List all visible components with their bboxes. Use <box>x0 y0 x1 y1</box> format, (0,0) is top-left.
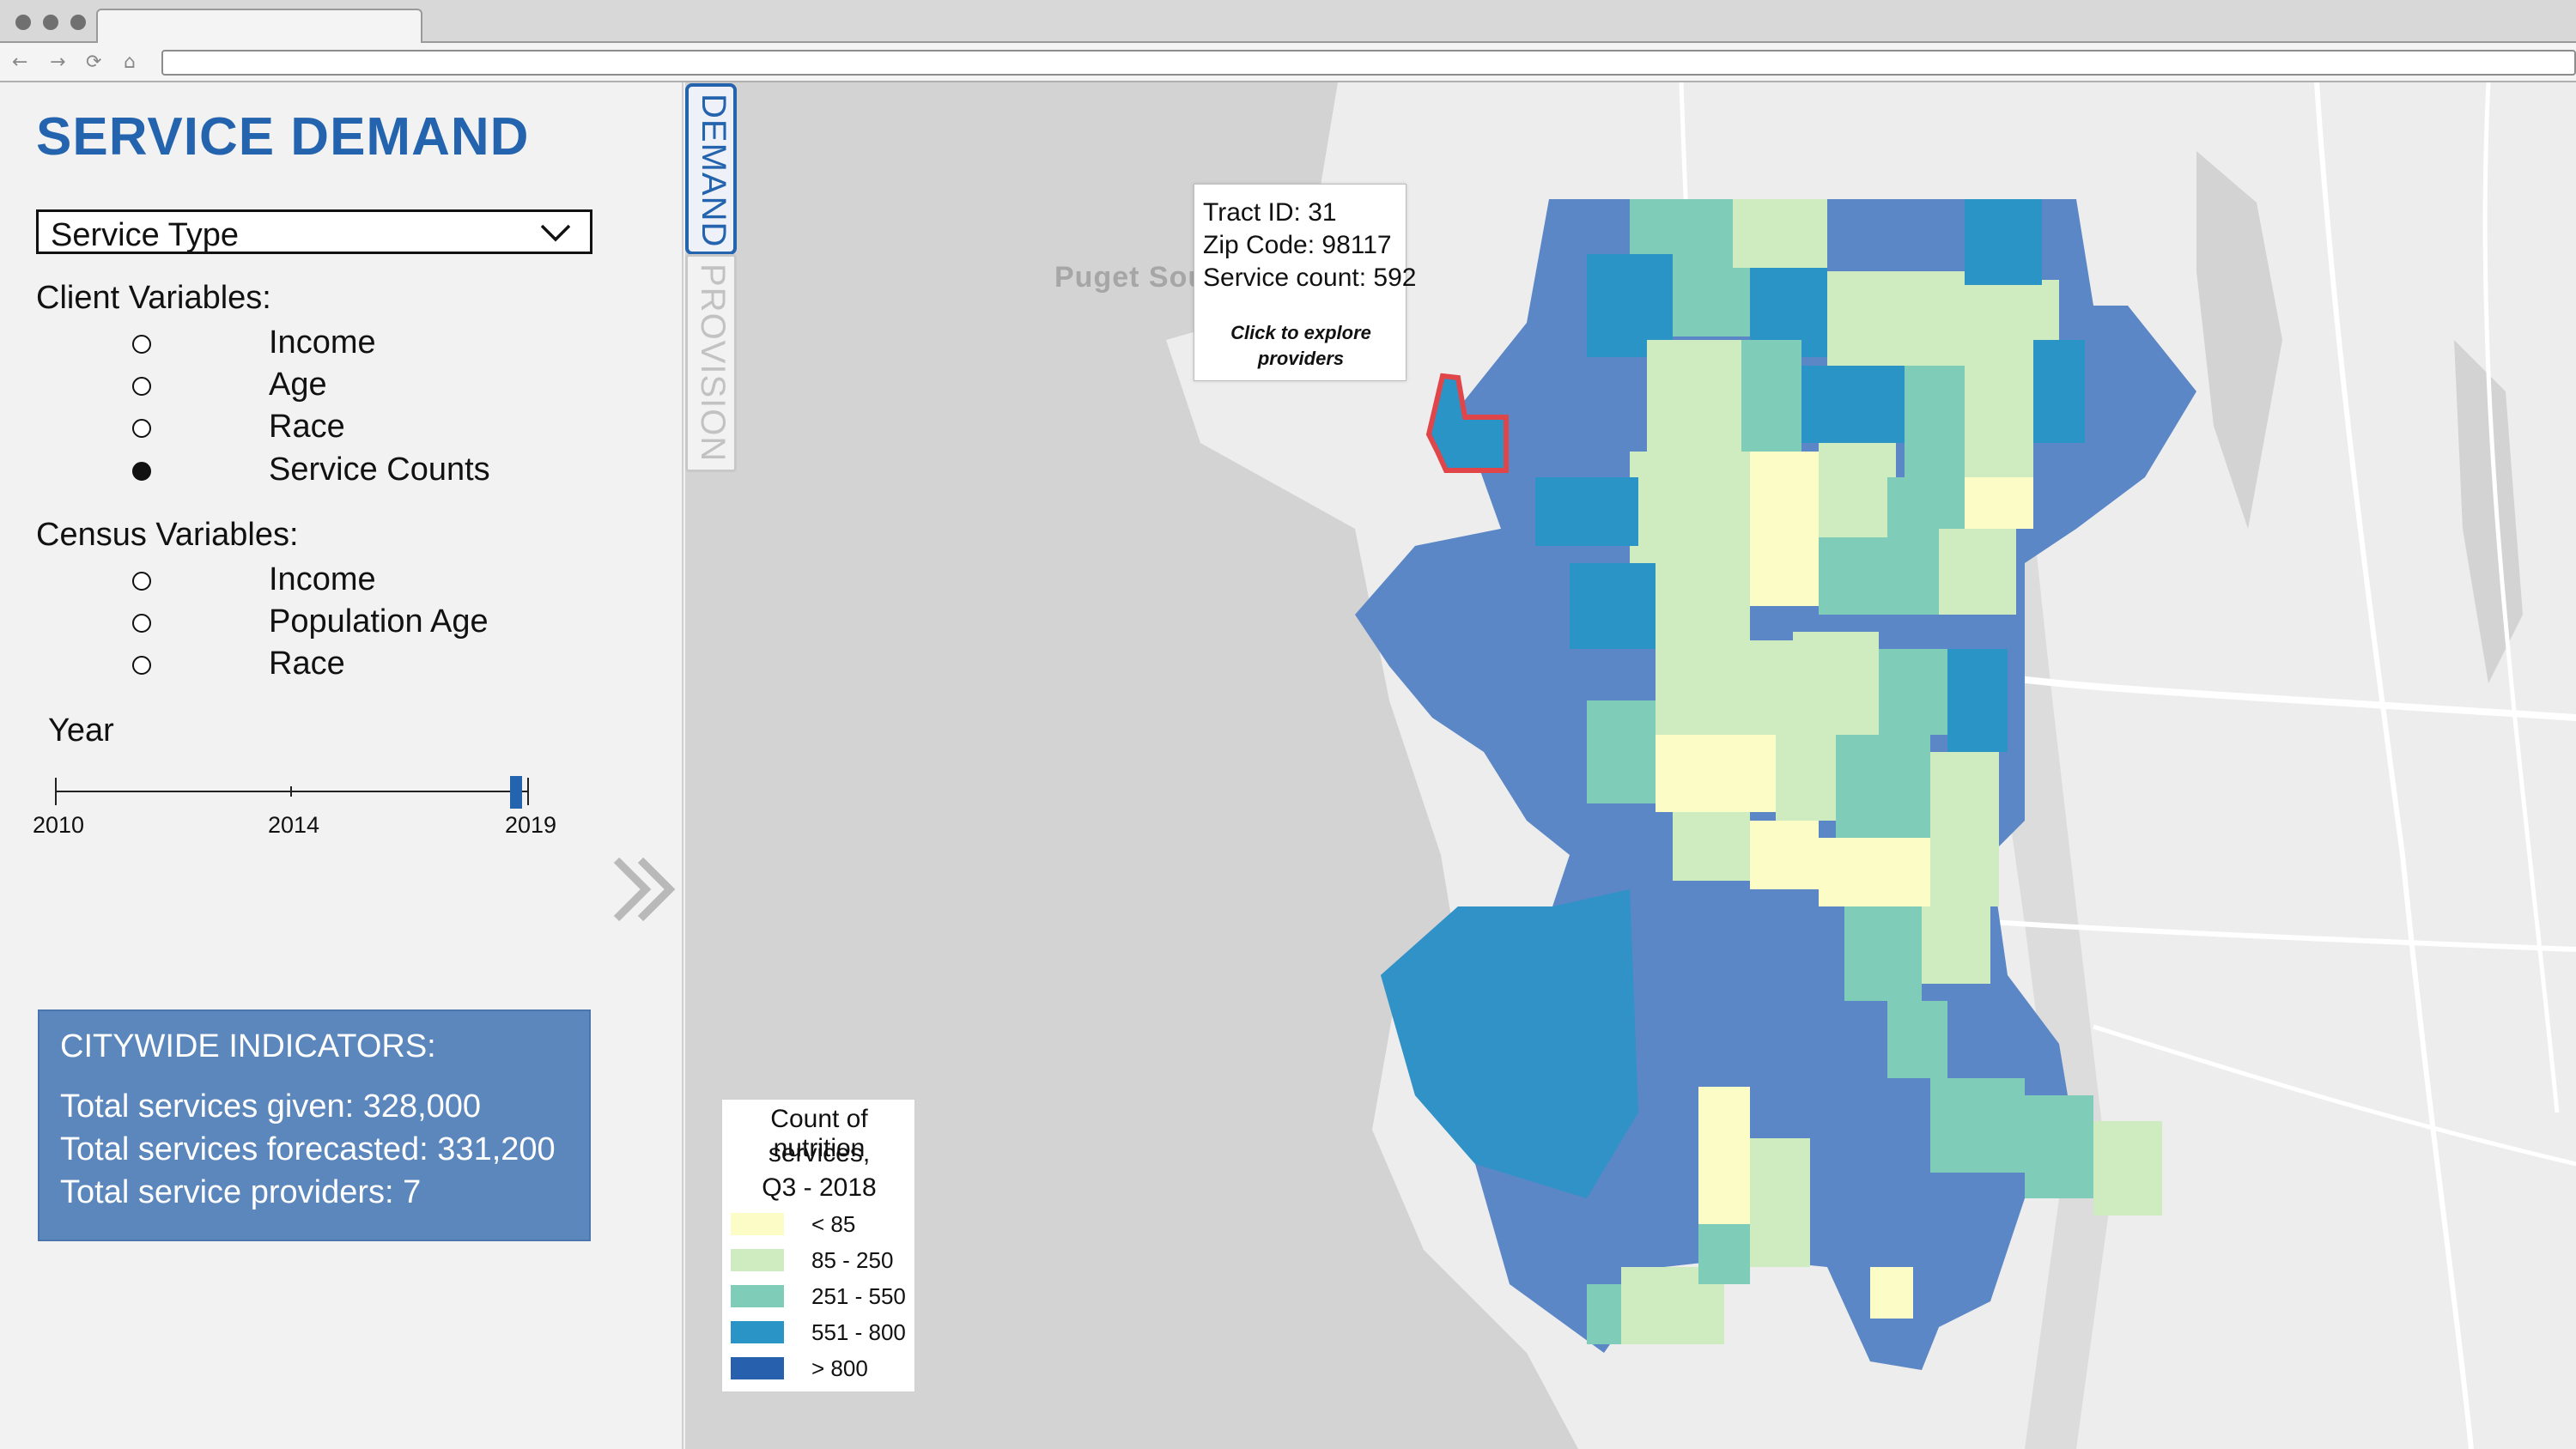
legend-title-line: services, <box>768 1139 871 1167</box>
census-variables-label: Census Variables: <box>36 517 299 553</box>
radio-label: Race <box>269 409 345 445</box>
page-title: SERVICE DEMAND <box>36 107 530 167</box>
slider-track <box>55 791 529 792</box>
radio-label: Age <box>269 367 327 403</box>
indicator-forecasted: Total services forecasted: 331,200 <box>60 1131 556 1167</box>
radio-census-income[interactable]: Income <box>0 561 601 603</box>
road <box>2482 82 2560 1113</box>
tooltip-service-count: Service count: 592 <box>1203 264 1417 292</box>
double-chevron-right-icon[interactable] <box>611 855 680 924</box>
browser-titlebar <box>0 0 2576 43</box>
tick-label-2014: 2014 <box>268 812 320 838</box>
service-type-selected: Service Type <box>51 217 239 253</box>
road <box>2093 1024 2576 1167</box>
radio-client-race[interactable]: Race <box>0 409 601 450</box>
radio-client-age[interactable]: Age <box>0 367 601 408</box>
tooltip-zip-code: Zip Code: 98117 <box>1203 231 1392 259</box>
radio-label: Income <box>269 561 376 597</box>
choropleth-map[interactable]: Puget Sou Tract ID: 31 Zip Code: 98117 S… <box>685 82 2576 1449</box>
year-label: Year <box>48 712 114 749</box>
window-minimize-dot[interactable] <box>43 15 58 30</box>
tab-demand[interactable]: DEMAND <box>685 83 737 255</box>
map-canvas[interactable] <box>685 82 2576 1449</box>
census-tracts <box>1535 199 2162 1344</box>
legend-title-line: Count of nutrition <box>770 1105 868 1162</box>
road <box>2314 82 2474 1449</box>
radio-button[interactable] <box>132 335 151 354</box>
legend-swatch-lt85 <box>731 1213 784 1235</box>
radio-census-race[interactable]: Race <box>0 646 601 687</box>
indicators-title: CITYWIDE INDICATORS: <box>60 1028 436 1064</box>
magnolia-tract <box>1355 529 1578 735</box>
tick-label-2010: 2010 <box>33 812 85 838</box>
radio-button[interactable] <box>132 614 151 633</box>
legend-label-251-550: 251 - 550 <box>811 1283 906 1309</box>
tab-provision-label: PROVISION <box>694 264 732 463</box>
radio-label: Race <box>269 646 345 682</box>
legend-label-85-250: 85 - 250 <box>811 1247 894 1273</box>
legend-swatch-85-250 <box>731 1249 784 1271</box>
slider-tick <box>55 778 57 805</box>
window-close-dot[interactable] <box>15 15 31 30</box>
tab-demand-label: DEMAND <box>695 94 732 248</box>
radio-census-population-age[interactable]: Population Age <box>0 603 601 645</box>
tab-provision[interactable]: PROVISION <box>685 254 737 472</box>
east-lake <box>2196 151 2282 529</box>
back-arrow-icon[interactable]: ← <box>12 52 28 73</box>
water-label: Puget Sou <box>1054 261 1207 294</box>
legend-title-line: Q3 - 2018 <box>762 1173 877 1202</box>
forward-arrow-icon[interactable]: → <box>50 52 66 73</box>
slider-tick <box>527 778 529 805</box>
legend-swatch-gt800 <box>731 1357 784 1379</box>
service-type-dropdown[interactable]: Service Type <box>36 209 592 254</box>
citywide-indicators-box: CITYWIDE INDICATORS: Total services give… <box>38 1009 591 1241</box>
indicator-providers: Total service providers: 7 <box>60 1174 422 1210</box>
window-maximize-dot[interactable] <box>70 15 86 30</box>
slider-handle[interactable] <box>509 776 522 809</box>
slider-tick <box>290 786 292 797</box>
radio-button-selected[interactable] <box>132 462 151 481</box>
radio-button[interactable] <box>132 572 151 591</box>
chevron-down-icon <box>540 224 571 242</box>
home-icon[interactable]: ⌂ <box>124 52 136 73</box>
indicator-total-services: Total services given: 328,000 <box>60 1088 482 1125</box>
legend-label-gt800: > 800 <box>811 1355 868 1381</box>
tooltip-note-line: providers <box>1257 348 1345 369</box>
legend-label-551-800: 551 - 800 <box>811 1319 906 1345</box>
tooltip-tract-id: Tract ID: 31 <box>1203 198 1337 227</box>
tick-label-2019: 2019 <box>505 812 557 838</box>
year-slider[interactable] <box>55 774 529 809</box>
legend-label-lt85: < 85 <box>811 1211 856 1237</box>
map-legend: Count of nutrition services, Q3 - 2018 <… <box>721 1099 915 1392</box>
tooltip-explore-link[interactable]: Click to explore providers <box>1194 320 1407 372</box>
browser-toolbar: ← → ⟳ ⌂ <box>0 43 2576 82</box>
client-variables-label: Client Variables: <box>36 280 271 316</box>
tract-tooltip: Tract ID: 31 Zip Code: 98117 Service cou… <box>1194 184 1416 381</box>
highlighted-tract-outline <box>1425 373 1509 473</box>
radio-client-income[interactable]: Income <box>0 324 601 366</box>
radio-label: Income <box>269 324 376 361</box>
radio-label: Service Counts <box>269 452 490 488</box>
radio-client-service-counts[interactable]: Service Counts <box>0 452 601 493</box>
browser-tab[interactable] <box>96 9 422 43</box>
legend-swatch-251-550 <box>731 1285 784 1307</box>
radio-button[interactable] <box>132 656 151 675</box>
tooltip-note-line: Click to explore <box>1230 322 1371 343</box>
radio-label: Population Age <box>269 603 489 640</box>
radio-button[interactable] <box>132 419 151 438</box>
control-panel: SERVICE DEMAND Service Type Client Varia… <box>0 82 683 1449</box>
url-bar[interactable] <box>161 50 2576 76</box>
radio-button[interactable] <box>132 377 151 396</box>
west-seattle-tract <box>1381 889 1638 1198</box>
reload-icon[interactable]: ⟳ <box>86 52 102 73</box>
legend-swatch-551-800 <box>731 1321 784 1343</box>
